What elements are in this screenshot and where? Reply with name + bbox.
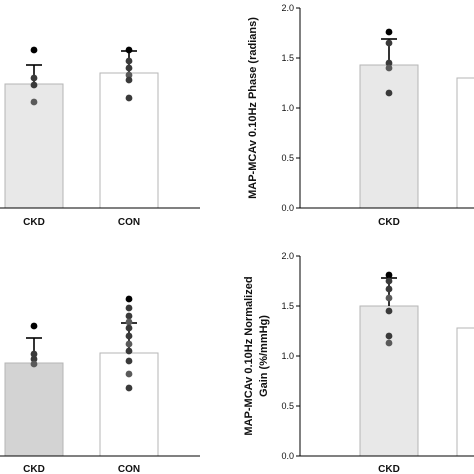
y-tick-label: 1.5	[281, 301, 294, 311]
bar-ckd	[4, 362, 64, 457]
data-point	[385, 271, 393, 279]
y-tick-label: 1.0	[281, 351, 294, 361]
data-point	[30, 81, 38, 89]
x-category-label: CKD	[378, 464, 400, 474]
data-point	[125, 384, 133, 392]
data-point	[125, 94, 133, 102]
chart-panel-bottom-right: 0.0 0.5 1.0 1.5 2.0 CKD MAP-MCAv 0.10Hz Normal…	[243, 251, 474, 474]
x-category-label: CON	[118, 217, 140, 228]
data-point	[125, 318, 133, 326]
data-point	[30, 322, 38, 330]
y-tick-label: 2.0	[281, 3, 294, 13]
data-point	[385, 307, 393, 315]
y-tick-label: 0.5	[281, 153, 294, 163]
data-point	[385, 277, 393, 285]
data-point	[30, 350, 38, 358]
data-point	[30, 46, 38, 54]
chart-panel-top-right: 0.0 0.5 1.0 1.5 2.0 CKD MAP-MCAv 0.10Hz Phase …	[247, 3, 474, 228]
chart-panel-top-left: CKD CON	[0, 46, 200, 228]
y-tick-label: 1.5	[281, 53, 294, 63]
data-point	[385, 39, 393, 47]
y-tick-label: 2.0	[281, 251, 294, 261]
data-point	[125, 304, 133, 312]
data-point	[385, 285, 393, 293]
data-point	[30, 355, 38, 363]
data-point	[125, 347, 133, 355]
data-point	[30, 360, 38, 368]
data-point	[125, 71, 133, 79]
data-point	[125, 76, 133, 84]
data-point	[385, 89, 393, 97]
data-point	[125, 357, 133, 365]
x-category-label: CKD	[23, 217, 45, 228]
chart-panel-bottom-left: CKD CON	[0, 295, 200, 474]
x-category-label: CKD	[23, 464, 45, 474]
y-tick-label: 0.5	[281, 401, 294, 411]
data-point	[385, 59, 393, 67]
data-point	[30, 74, 38, 82]
bar-con	[99, 72, 159, 209]
bar-con	[99, 352, 159, 457]
bar-ckd	[359, 64, 419, 209]
data-point	[125, 295, 133, 303]
bar-series1	[456, 77, 474, 209]
y-axis-title: MAP-MCAv 0.10Hz Normalized	[243, 276, 255, 435]
data-point	[125, 370, 133, 378]
y-axis-title: MAP-MCAv 0.10Hz Phase (radians)	[247, 17, 259, 199]
data-point	[125, 312, 133, 320]
y-axis-title: Gain (%/mmHg)	[258, 315, 270, 397]
data-point	[125, 46, 133, 54]
data-point	[385, 294, 393, 302]
data-point	[385, 64, 393, 72]
data-point	[385, 28, 393, 36]
data-point	[125, 340, 133, 348]
data-point	[125, 324, 133, 332]
data-point	[385, 339, 393, 347]
bar-ckd	[359, 305, 419, 457]
data-point	[125, 332, 133, 340]
bar-series1	[456, 327, 474, 457]
data-point	[30, 98, 38, 106]
data-point	[125, 57, 133, 65]
data-point	[385, 332, 393, 340]
x-category-label: CON	[118, 464, 140, 474]
y-tick-label: 1.0	[281, 103, 294, 113]
data-point	[125, 64, 133, 72]
y-tick-label: 0.0	[281, 203, 294, 213]
x-category-label: CKD	[378, 217, 400, 228]
y-tick-label: 0.0	[281, 451, 294, 461]
